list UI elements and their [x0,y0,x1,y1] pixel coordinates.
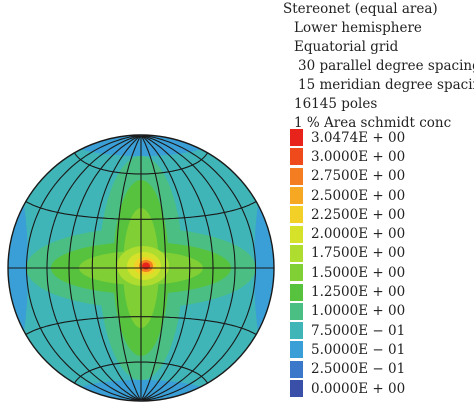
legend-row: 2.5000E + 00 [290,186,474,205]
legend-swatch [290,225,303,243]
stereonet-plot [7,134,275,402]
legend-swatch [290,206,303,224]
legend-label: 1.7500E + 00 [311,245,406,262]
legend-row: 2.7500E + 00 [290,167,474,186]
legend-row: 1.0000E + 00 [290,302,474,321]
info-parallel-spacing: 30 parallel degree spacing [298,58,474,74]
legend-row: 7.5000E − 01 [290,321,474,340]
legend-label: 1.0000E + 00 [311,303,406,320]
legend-swatch [290,187,303,205]
equatorial-grid [7,134,275,402]
legend-row: 1.5000E + 00 [290,263,474,282]
legend-label: 3.0474E + 00 [311,129,406,146]
info-meridian-spacing: 15 meridian degree spacing [298,77,474,93]
legend-label: 1.5000E + 00 [311,264,406,281]
legend-swatch [290,322,303,340]
legend-label: 2.7500E + 00 [311,168,406,185]
primitive-circle [7,134,275,402]
info-poles: 16145 poles [294,96,378,112]
legend-swatch [290,129,303,147]
legend-swatch [290,148,303,166]
legend-row: 1.7500E + 00 [290,244,474,263]
legend-row: 2.0000E + 00 [290,224,474,243]
legend-swatch [290,302,303,320]
legend-row: 1.2500E + 00 [290,282,474,301]
info-grid: Equatorial grid [294,39,399,55]
legend-swatch [290,244,303,262]
legend-label: 1.2500E + 00 [311,284,406,301]
legend-row: 2.2500E + 00 [290,205,474,224]
legend-label: 2.5000E + 00 [311,187,406,204]
legend-label: 2.0000E + 00 [311,226,406,243]
color-legend: 3.0474E + 00 3.0000E + 00 2.7500E + 00 2.50… [290,128,474,398]
legend-label: 5.0000E − 01 [311,341,406,358]
info-hemisphere: Lower hemisphere [294,20,422,36]
legend-swatch [290,167,303,185]
legend-swatch [290,264,303,282]
legend-label: 2.5000E − 01 [311,361,406,378]
legend-swatch [290,380,303,397]
legend-label: 2.2500E + 00 [311,206,406,223]
info-method: 1 % Area schmidt conc [294,115,452,131]
legend-row: 3.0000E + 00 [290,147,474,166]
legend-row: 5.0000E − 01 [290,340,474,359]
legend-label: 3.0000E + 00 [311,148,406,165]
legend-row: 3.0474E + 00 [290,128,474,147]
info-title: Stereonet (equal area) [283,1,438,17]
legend-label: 0.0000E + 00 [311,380,406,397]
legend-swatch [290,360,303,378]
legend-row: 0.0000E + 00 [290,379,474,398]
legend-row: 2.5000E − 01 [290,360,474,379]
plot-info: Stereonet (equal area) Lower hemisphere … [283,0,474,133]
legend-swatch [290,341,303,359]
legend-swatch [290,283,303,301]
legend-label: 7.5000E − 01 [311,322,406,339]
